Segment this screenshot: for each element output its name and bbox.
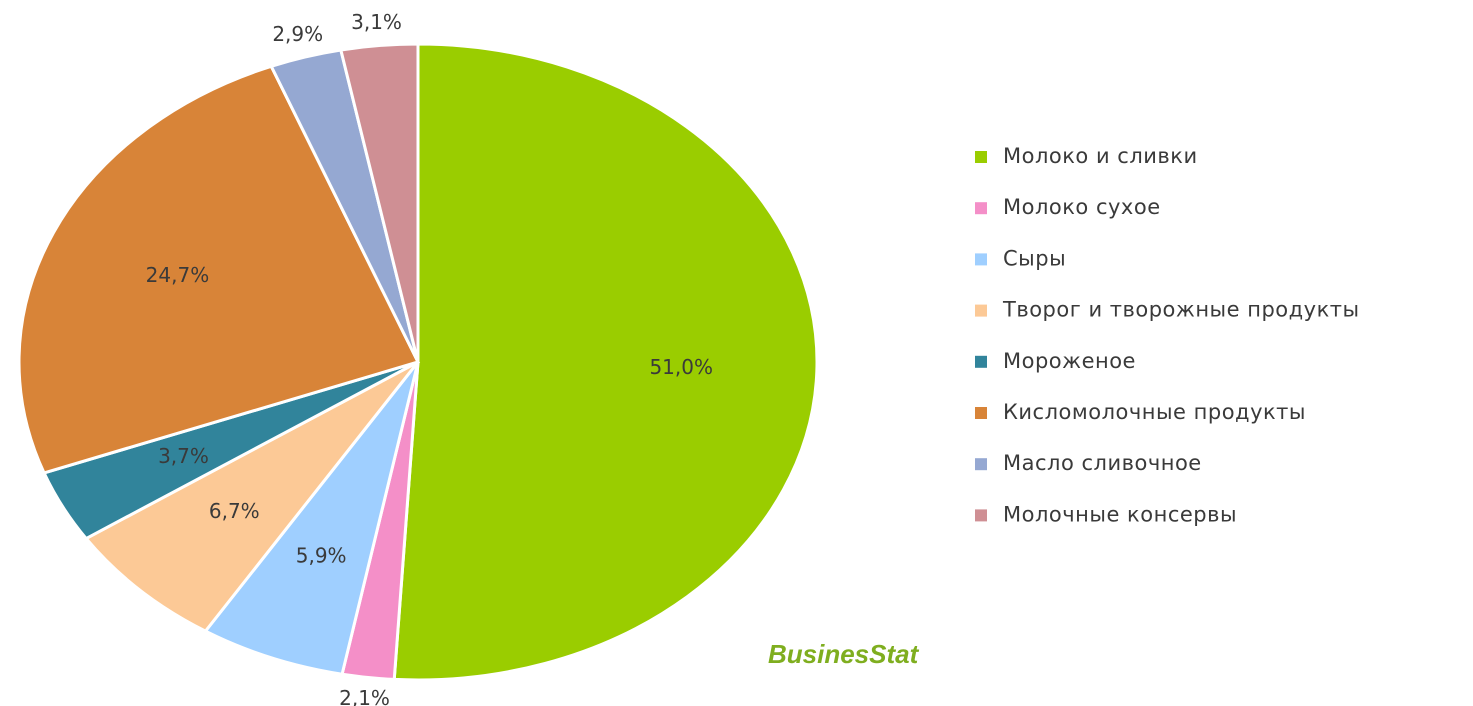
legend-label: Творог и творожные продукты <box>1002 298 1360 322</box>
legend-swatch <box>975 407 987 419</box>
data-label: 5,9% <box>296 544 347 568</box>
pie-slice <box>17 64 421 475</box>
legend-label: Сыры <box>1003 246 1066 270</box>
legend-swatch <box>975 202 987 215</box>
legend-swatch <box>975 458 987 471</box>
legend-swatch <box>975 355 987 368</box>
data-label: 6,7% <box>209 499 260 523</box>
legend-swatch <box>975 151 987 163</box>
data-label: 2,1% <box>339 686 390 706</box>
legend-label: Молоко сухое <box>1003 195 1161 219</box>
data-label: 3,1% <box>351 10 402 34</box>
data-label: 51,0% <box>649 355 713 379</box>
legend-label: Масло сливочное <box>1003 451 1202 475</box>
legend-swatch <box>975 304 987 317</box>
logo: BusinesStat <box>768 639 920 669</box>
legend-label: Молоко и сливки <box>1003 144 1198 168</box>
legend-swatch <box>975 253 987 266</box>
legend-label: Мороженое <box>1003 349 1136 373</box>
legend-label: Кисломолочные продукты <box>1003 400 1306 424</box>
pie-slice <box>339 42 420 363</box>
pie-slice <box>203 361 420 676</box>
data-label: 24,7% <box>146 263 210 287</box>
data-label: 3,7% <box>158 444 209 468</box>
pie-slice <box>83 360 420 634</box>
pie-slice <box>392 42 819 682</box>
data-label: 2,9% <box>272 22 323 46</box>
legend-swatch <box>975 509 987 522</box>
legend-label: Молочные консервы <box>1003 502 1237 526</box>
